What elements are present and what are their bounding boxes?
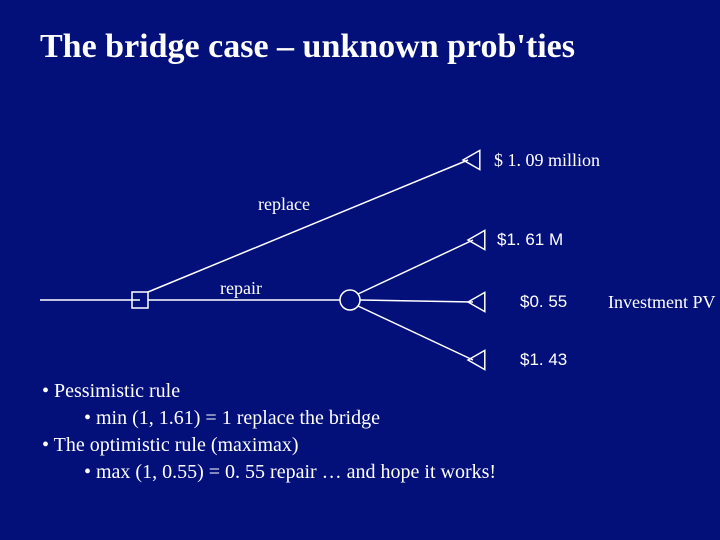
bullet-2: • min (1, 1.61) = 1 replace the bridge xyxy=(84,405,496,432)
edge-chance2 xyxy=(360,300,473,302)
edge-replace xyxy=(148,160,468,292)
leaf-repair-bad xyxy=(468,230,485,249)
bullet-4: • max (1, 0.55) = 0. 55 repair … and hop… xyxy=(84,459,496,486)
chance-node xyxy=(340,290,360,310)
leaf-repair-worst xyxy=(468,350,485,369)
leaf-replace xyxy=(463,150,480,169)
leaf-value-bad: $1. 61 M xyxy=(497,230,563,250)
leaf-value-worst: $1. 43 xyxy=(520,350,567,370)
leaf-value-replace: $ 1. 09 million xyxy=(494,150,600,171)
branch-label-replace: replace xyxy=(258,194,310,215)
edge-chance1 xyxy=(358,240,473,294)
bullet-3: • The optimistic rule (maximax) xyxy=(42,432,496,459)
bullet-1: • Pessimistic rule xyxy=(42,378,496,405)
leaf-value-ok: $0. 55 xyxy=(520,292,567,312)
branch-label-repair: repair xyxy=(220,278,262,299)
legend-investment-pv: Investment PV xyxy=(608,292,716,313)
edge-chance3 xyxy=(358,306,473,360)
bullet-list: • Pessimistic rule • min (1, 1.61) = 1 r… xyxy=(42,378,496,486)
